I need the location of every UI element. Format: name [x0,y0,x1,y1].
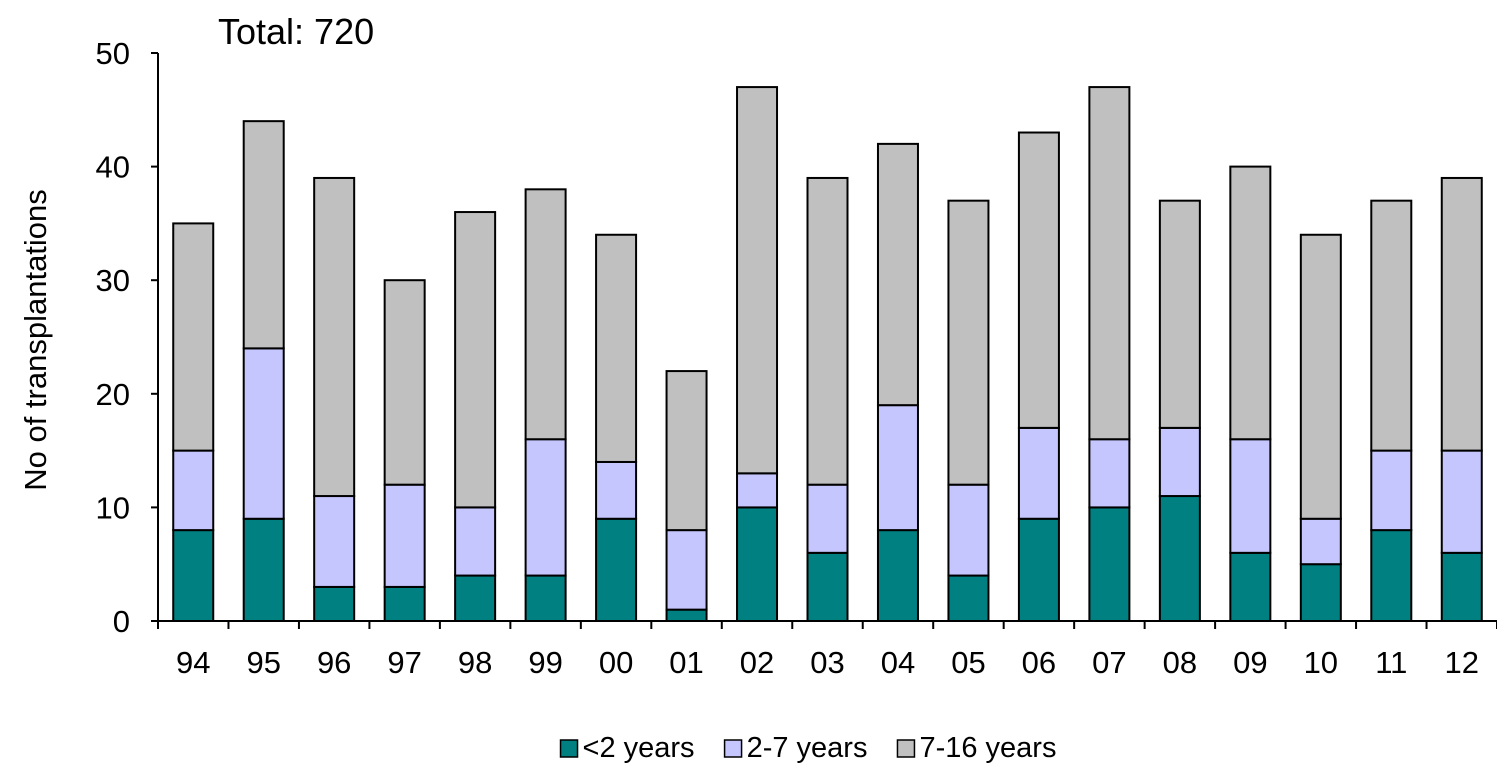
bar-segment [1440,551,1483,623]
x-tick-label: 01 [669,645,703,680]
bar-segment [1158,495,1201,623]
legend-label: <2 years [583,732,695,764]
bar-segment [1088,438,1131,509]
bar-segment [665,529,708,611]
bar-segment [1440,176,1483,452]
bar-segment [1299,517,1342,566]
y-tick-label: 40 [96,150,130,185]
y-tick-label: 20 [96,377,130,412]
bar-segment [665,608,708,623]
axes-layer: 0 10 20 30 40 50 94 95 96 97 98 99 00 01 02 03 04 05 06 07 0… [96,36,1497,680]
bar-segment [1158,199,1201,429]
bar-segment [806,483,849,554]
x-tick-label: 07 [1092,645,1126,680]
bar-segment [1370,199,1413,452]
bar-segment [242,347,285,520]
y-axis-label: No of transplantations [18,189,53,491]
x-tick-label: 10 [1304,645,1338,680]
bar-segment [595,460,638,520]
bar-segment [172,449,215,532]
bar-segment [1370,529,1413,622]
bar-segment [736,472,779,509]
x-tick-label: 05 [951,645,985,680]
bar-segment [313,176,356,498]
x-tick-label: 12 [1445,645,1479,680]
x-tick-label: 04 [881,645,915,680]
x-tick-label: 00 [599,645,633,680]
bar-segment [172,222,215,452]
bar-segment [1299,233,1342,520]
x-tick-label: 97 [387,645,421,680]
bar-segment [1088,86,1131,441]
bar-segment [313,495,356,588]
bar-segment [524,438,567,577]
bar-segment [1017,517,1060,623]
bar-segment [524,188,567,441]
bar-segment [454,506,497,577]
bar-segment [524,574,567,622]
bar-segment [242,120,285,350]
y-tick-label: 0 [113,604,130,639]
bar-segment [1088,506,1131,622]
legend-swatch [896,739,916,758]
bar-segment [876,404,919,532]
bar-segment [1229,551,1272,623]
bar-segment [454,211,497,509]
x-tick-label: 98 [458,645,492,680]
x-tick-label: 06 [1022,645,1056,680]
bar-segment [172,529,215,622]
bar-segment [383,483,426,588]
bar-segment [947,199,990,486]
x-tick-label: 08 [1163,645,1197,680]
bar-segment [1017,131,1060,429]
y-tick-label: 50 [96,36,130,71]
bar-segment [1229,438,1272,554]
bar-segment [1370,449,1413,532]
x-tick-label: 03 [810,645,844,680]
x-tick-label: 96 [317,645,351,680]
legend-swatch [559,739,579,758]
legend: <2 years 2-7 years 7-16 years [559,732,1056,764]
bar-segment [736,506,779,622]
bar-segment [1158,426,1201,498]
y-tick-label: 10 [96,490,130,525]
bar-segment [736,86,779,475]
bar-segment [665,370,708,532]
bar-segment [876,529,919,622]
bar-segment [806,176,849,486]
x-tick-label: 99 [528,645,562,680]
bar-segment [383,279,426,486]
legend-label: 7-16 years [919,732,1056,764]
x-tick-label: 94 [176,645,210,680]
bar-segment [1229,165,1272,441]
y-tick-label: 30 [96,263,130,298]
chart-title: Total: 720 [218,11,374,52]
bar-segment [1440,449,1483,554]
bar-segment [595,517,638,623]
bars-layer [172,86,1483,623]
x-tick-label: 11 [1375,645,1407,680]
legend-swatch [723,739,743,758]
bar-segment [313,585,356,622]
bar-segment [383,585,426,622]
bar-segment [595,233,638,463]
bar-segment [806,551,849,623]
bar-segment [1299,563,1342,623]
bar-segment [947,483,990,577]
bar-segment [947,574,990,622]
legend-label: 2-7 years [747,732,868,764]
bar-segment [1017,426,1060,520]
x-tick-label: 09 [1233,645,1267,680]
x-tick-label: 02 [740,645,774,680]
bar-segment [876,142,919,407]
bar-segment [242,517,285,623]
bar-segment [454,574,497,622]
x-tick-label: 95 [246,645,280,680]
